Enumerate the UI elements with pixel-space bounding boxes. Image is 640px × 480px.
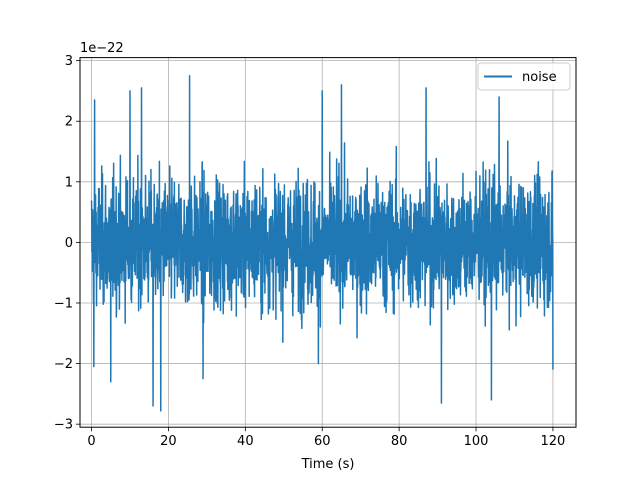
x-axis-label: Time (s) xyxy=(301,457,355,472)
y-tick-label: 2 xyxy=(65,115,73,130)
y-tick-label: 3 xyxy=(65,54,73,69)
y-axis: −3 −2 −1 0 1 2 3 xyxy=(54,54,80,433)
x-tick-label: 20 xyxy=(160,434,177,449)
legend: noise xyxy=(477,62,571,91)
y-offset-label: 1e−22 xyxy=(80,41,124,56)
y-tick-label: −3 xyxy=(54,418,73,433)
plot-area xyxy=(90,75,554,412)
x-axis: 0 20 40 60 80 100 120 xyxy=(87,427,565,449)
x-tick-label: 0 xyxy=(87,434,95,449)
x-tick-label: 120 xyxy=(541,434,566,449)
series-line-noise xyxy=(90,75,554,412)
legend-label-noise: noise xyxy=(522,70,557,85)
x-tick-label: 40 xyxy=(237,434,254,449)
x-tick-label: 80 xyxy=(391,434,408,449)
y-tick-label: 1 xyxy=(65,175,73,190)
x-tick-label: 100 xyxy=(464,434,489,449)
y-tick-label: 0 xyxy=(65,236,73,251)
legend-box xyxy=(477,62,571,91)
y-tick-label: −2 xyxy=(54,357,73,372)
x-tick-label: 60 xyxy=(314,434,331,449)
y-tick-label: −1 xyxy=(54,296,73,311)
